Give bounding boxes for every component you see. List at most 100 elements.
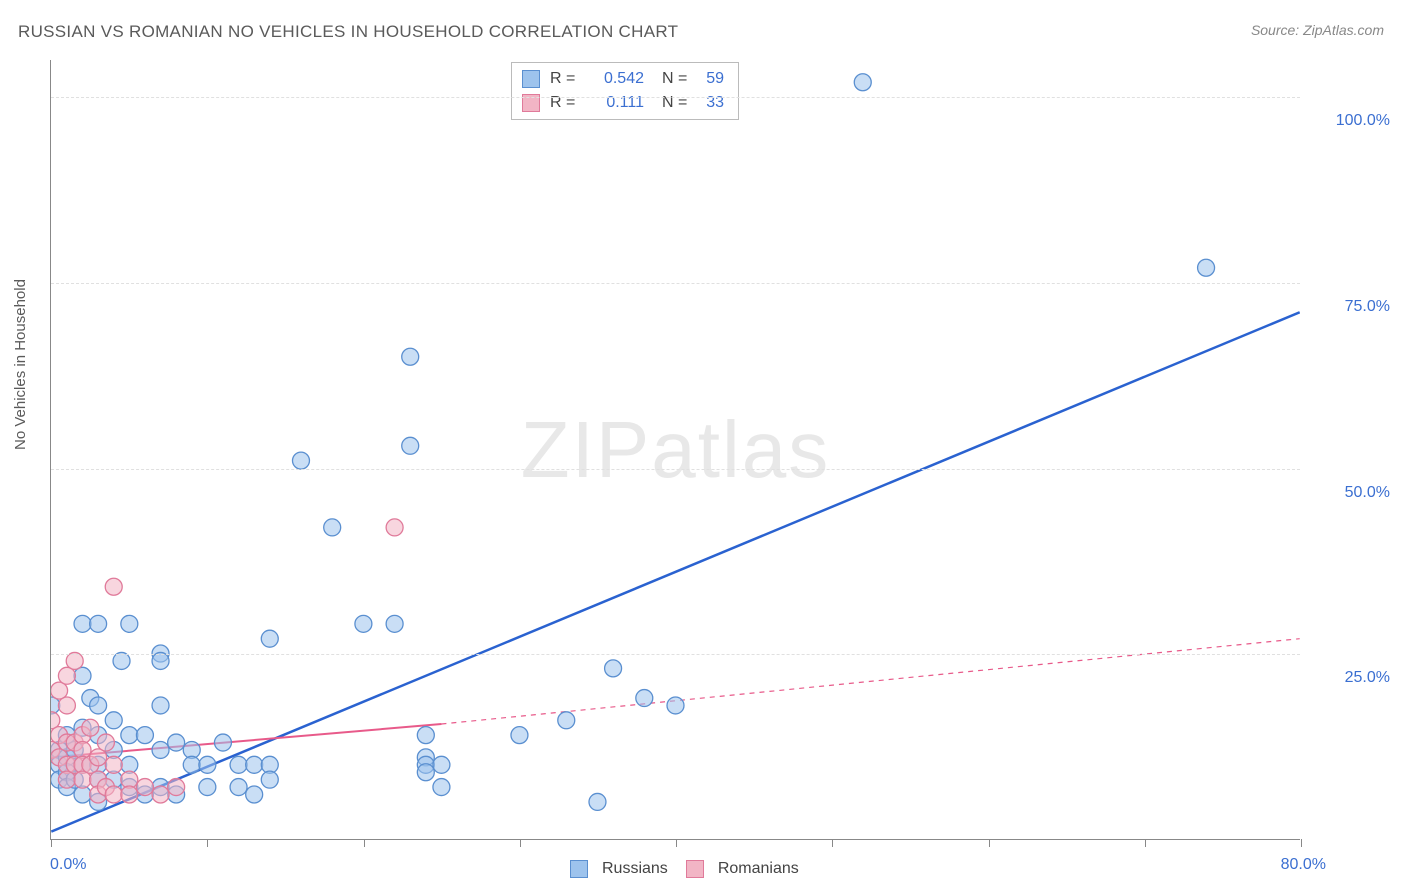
- data-point: [121, 727, 138, 744]
- data-point: [74, 667, 91, 684]
- data-point: [51, 697, 60, 714]
- x-tick: [207, 839, 208, 847]
- data-point: [82, 690, 99, 707]
- data-point: [152, 779, 169, 796]
- gridline-h: [51, 654, 1300, 655]
- data-point: [105, 786, 122, 803]
- data-point: [74, 771, 91, 788]
- data-point: [74, 727, 91, 744]
- data-point: [589, 793, 606, 810]
- legend-correlation-row: R =0.111N =33: [522, 91, 724, 115]
- data-point: [58, 697, 75, 714]
- data-point: [386, 519, 403, 536]
- data-point: [136, 779, 153, 796]
- legend-swatch: [522, 70, 540, 88]
- data-point: [230, 756, 247, 773]
- data-point: [90, 756, 107, 773]
- y-tick-label: 25.0%: [1345, 669, 1390, 687]
- chart-container: RUSSIAN VS ROMANIAN NO VEHICLES IN HOUSE…: [0, 0, 1406, 892]
- data-point: [51, 756, 68, 773]
- data-point: [58, 771, 75, 788]
- data-point: [667, 697, 684, 714]
- data-point: [168, 779, 185, 796]
- data-point: [105, 771, 122, 788]
- r-label: R =: [550, 70, 580, 88]
- gridline-h: [51, 283, 1300, 284]
- data-point: [199, 779, 216, 796]
- y-tick-label: 50.0%: [1345, 484, 1390, 502]
- chart-title: RUSSIAN VS ROMANIAN NO VEHICLES IN HOUSE…: [18, 22, 678, 42]
- series-legend: Russians Romanians: [570, 860, 799, 878]
- data-point: [183, 741, 200, 758]
- data-point: [417, 764, 434, 781]
- data-point: [152, 741, 169, 758]
- data-point: [417, 749, 434, 766]
- y-tick-label: 100.0%: [1336, 112, 1390, 130]
- gridline-h: [51, 97, 1300, 98]
- x-tick: [1145, 839, 1146, 847]
- data-point: [402, 437, 419, 454]
- gridline-h: [51, 469, 1300, 470]
- data-point: [1198, 259, 1215, 276]
- data-point: [261, 771, 278, 788]
- data-point: [511, 727, 528, 744]
- legend-swatch: [686, 860, 704, 878]
- data-point: [636, 690, 653, 707]
- data-point: [58, 727, 75, 744]
- n-label: N =: [662, 70, 692, 88]
- data-point: [168, 734, 185, 751]
- data-point: [90, 771, 107, 788]
- data-point: [74, 756, 91, 773]
- data-point: [66, 734, 83, 751]
- data-point: [136, 786, 153, 803]
- data-point: [121, 615, 138, 632]
- data-point: [51, 727, 68, 744]
- data-point: [121, 786, 138, 803]
- data-point: [402, 348, 419, 365]
- data-point: [230, 779, 247, 796]
- data-point: [66, 741, 83, 758]
- y-axis-label: No Vehicles in Household: [12, 279, 29, 450]
- x-tick-last: 80.0%: [1281, 856, 1326, 874]
- x-tick: [364, 839, 365, 847]
- data-point: [324, 519, 341, 536]
- data-point: [214, 734, 231, 751]
- regression-lines: [51, 60, 1300, 839]
- data-point: [90, 697, 107, 714]
- data-point: [433, 756, 450, 773]
- data-point: [90, 727, 107, 744]
- data-point: [51, 682, 68, 699]
- data-point: [105, 756, 122, 773]
- data-point: [183, 756, 200, 773]
- data-point: [90, 793, 107, 810]
- x-tick: [1301, 839, 1302, 847]
- legend-series-label: Russians: [602, 860, 668, 878]
- data-point: [105, 741, 122, 758]
- x-tick: [51, 839, 52, 847]
- x-tick: [676, 839, 677, 847]
- data-point: [58, 764, 75, 781]
- data-point: [168, 786, 185, 803]
- data-point: [152, 786, 169, 803]
- data-point: [58, 779, 75, 796]
- legend-series-label: Romanians: [718, 860, 799, 878]
- data-point: [90, 786, 107, 803]
- legend-series-item: Russians: [570, 860, 668, 878]
- data-point: [74, 719, 91, 736]
- data-point: [558, 712, 575, 729]
- data-point: [58, 734, 75, 751]
- data-point: [90, 749, 107, 766]
- data-point: [386, 615, 403, 632]
- data-point: [417, 756, 434, 773]
- n-value: 59: [696, 70, 724, 88]
- data-point: [90, 771, 107, 788]
- data-point: [74, 786, 91, 803]
- data-point: [74, 756, 91, 773]
- data-point: [199, 756, 216, 773]
- data-point: [74, 741, 91, 758]
- data-point: [97, 734, 114, 751]
- data-point: [66, 771, 83, 788]
- data-point: [90, 615, 107, 632]
- x-tick-first: 0.0%: [50, 856, 86, 874]
- data-point: [51, 712, 60, 729]
